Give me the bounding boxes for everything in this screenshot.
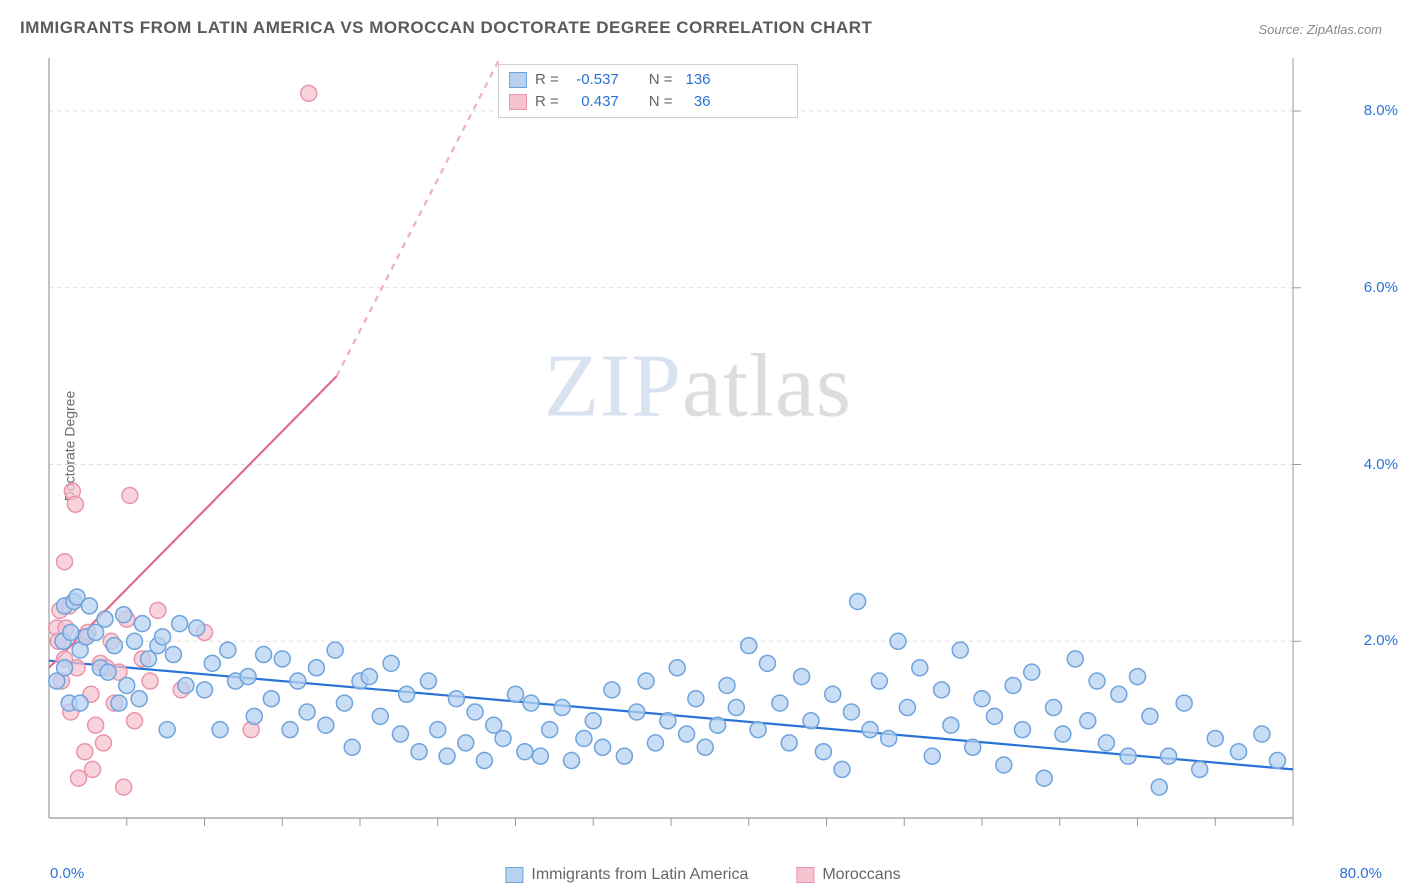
y-tick-label: 4.0% bbox=[1364, 456, 1398, 473]
stats-row-latin: R = -0.537 N = 136 bbox=[509, 69, 787, 91]
legend-label-moroccan: Moroccans bbox=[822, 866, 900, 884]
chart-svg bbox=[48, 58, 1348, 838]
n-value-moroccan: 36 bbox=[681, 91, 711, 113]
stats-legend-box: R = -0.537 N = 136 R = 0.437 N = 36 bbox=[498, 64, 798, 118]
n-label-latin: N = bbox=[649, 69, 673, 91]
y-tick-label: 8.0% bbox=[1364, 102, 1398, 119]
source-label: Source: ZipAtlas.com bbox=[1258, 22, 1382, 37]
r-label-latin: R = bbox=[535, 69, 559, 91]
x-axis-max-label: 80.0% bbox=[1339, 865, 1382, 882]
r-value-latin: -0.537 bbox=[567, 69, 619, 91]
x-axis-min-label: 0.0% bbox=[50, 865, 84, 882]
n-label-moroccan: N = bbox=[649, 91, 673, 113]
legend-swatch-latin bbox=[505, 867, 523, 883]
legend-item-latin: Immigrants from Latin America bbox=[505, 866, 748, 884]
bottom-legend: Immigrants from Latin America Moroccans bbox=[505, 866, 900, 884]
y-tick-label: 2.0% bbox=[1364, 632, 1398, 649]
plot-area: ZIPatlas R = -0.537 N = 136 R = 0.437 N … bbox=[48, 58, 1348, 838]
chart-title: IMMIGRANTS FROM LATIN AMERICA VS MOROCCA… bbox=[20, 18, 872, 38]
r-label-moroccan: R = bbox=[535, 91, 559, 113]
r-value-moroccan: 0.437 bbox=[567, 91, 619, 113]
swatch-latin bbox=[509, 72, 527, 88]
legend-swatch-moroccan bbox=[796, 867, 814, 883]
n-value-latin: 136 bbox=[681, 69, 711, 91]
legend-item-moroccan: Moroccans bbox=[796, 866, 900, 884]
stats-row-moroccan: R = 0.437 N = 36 bbox=[509, 91, 787, 113]
swatch-moroccan bbox=[509, 94, 527, 110]
y-tick-label: 6.0% bbox=[1364, 279, 1398, 296]
legend-label-latin: Immigrants from Latin America bbox=[531, 866, 748, 884]
